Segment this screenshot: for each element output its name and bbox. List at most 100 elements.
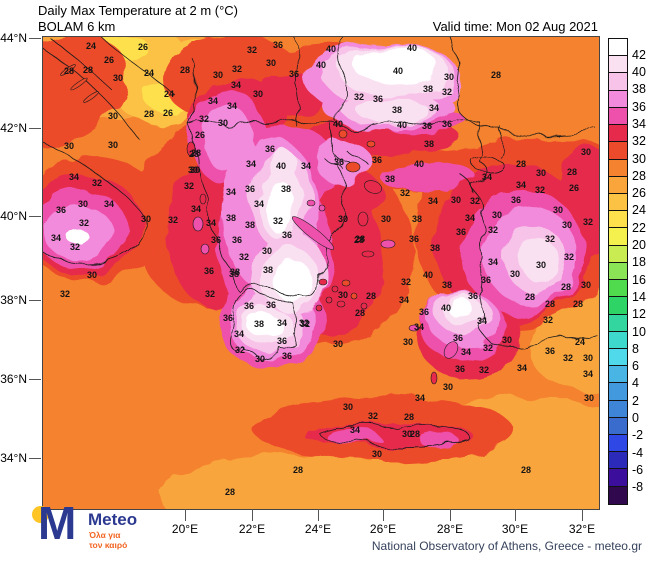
- contour-label: 34: [254, 199, 264, 209]
- contour-label: 30: [492, 210, 502, 220]
- contour-label: 40: [397, 120, 407, 130]
- contour-label: 28: [410, 429, 420, 439]
- contour-label: 34: [206, 218, 216, 228]
- contour-label: 30: [338, 290, 348, 300]
- contour-label: 30: [262, 246, 272, 256]
- colorbar-tick-label: 4: [632, 376, 639, 391]
- colorbar-cell: [608, 227, 628, 247]
- contour-label: 38: [245, 220, 255, 230]
- contour-label: 36: [266, 300, 276, 310]
- colorbar-tick-label: 28: [632, 168, 646, 183]
- contour-label: 36: [56, 205, 66, 215]
- y-tick-label: 42°N: [0, 121, 27, 135]
- contour-label: 32: [483, 343, 493, 353]
- contour-label: 38: [423, 84, 433, 94]
- contour-label: 28: [225, 487, 235, 497]
- contour-label: 28: [189, 149, 199, 159]
- contour-label: 30: [64, 141, 74, 151]
- colorbar-tick-label: 10: [632, 324, 646, 339]
- contour-label: 30: [255, 354, 265, 364]
- meteo-logo: M Meteo Όλα για τον καιρό: [30, 497, 180, 562]
- contour-label: 36: [232, 235, 242, 245]
- colorbar-cell: [608, 175, 628, 195]
- contour-label: 32: [239, 252, 249, 262]
- colorbar-tick-label: 2: [632, 393, 639, 408]
- contour-label: 34: [461, 347, 471, 357]
- colorbar-cell: [608, 296, 628, 316]
- x-axis-tick: [514, 509, 516, 521]
- logo-tagline-2: τον καιρό: [89, 540, 128, 550]
- contour-label: 34: [477, 316, 487, 326]
- contour-label: 32: [79, 218, 89, 228]
- colorbar-cell: [608, 468, 628, 488]
- colorbar-cell: [608, 210, 628, 230]
- x-tick-label: 32°E: [568, 522, 596, 536]
- colorbar-cell: [608, 416, 628, 437]
- x-axis-tick: [184, 509, 186, 521]
- colorbar-tick-label: -6: [632, 462, 644, 477]
- contour-label: 30: [444, 72, 454, 82]
- x-axis-tick: [382, 509, 384, 521]
- contour-label: 30: [141, 214, 151, 224]
- contour-label: 32: [479, 365, 489, 375]
- contour-label: 30: [583, 353, 593, 363]
- colorbar-cell: [608, 37, 628, 58]
- contour-label: 34: [415, 393, 425, 403]
- contour-label: 36: [223, 313, 233, 323]
- contour-label: 40: [316, 60, 326, 70]
- contour-label: 40: [333, 119, 343, 129]
- contour-label: 32: [199, 114, 209, 124]
- contour-label: 30: [338, 214, 348, 224]
- contour-label: 32: [299, 318, 309, 328]
- colorbar-cell: [608, 106, 628, 127]
- contour-label: 34: [208, 96, 218, 106]
- contour-label: 28: [83, 65, 93, 75]
- contour-label: 40: [414, 159, 424, 169]
- colorbar-cell: [608, 55, 628, 75]
- x-axis-tick: [251, 509, 253, 521]
- contour-label: 34: [414, 322, 424, 332]
- contour-label: 36: [289, 69, 299, 79]
- contour-label: 34: [482, 172, 492, 182]
- y-axis-tick: [29, 127, 41, 129]
- colorbar-tick-label: -8: [632, 480, 644, 495]
- y-tick-label: 34°N: [0, 451, 27, 465]
- contour-label: 32: [368, 411, 378, 421]
- contour-label: 32: [92, 178, 102, 188]
- contour-label: 30: [510, 269, 520, 279]
- contour-label: 34: [104, 199, 114, 209]
- colorbar-tick-label: -4: [632, 445, 644, 460]
- x-axis-tick: [317, 509, 319, 521]
- temperature-map: 24 26 26 28 28 30 24 28 30 32 32 36 30 36 40 34 24 34 34 30…: [0, 12, 650, 541]
- chart-title: Daily Max Temperature at 2 m (°C): [38, 3, 239, 18]
- colorbar-tick-label: 24: [632, 203, 646, 218]
- colorbar-tick-label: 42: [632, 47, 646, 62]
- contour-label: 38: [229, 269, 239, 279]
- x-tick-label: 30°E: [501, 522, 529, 536]
- contour-label: 30: [218, 118, 228, 128]
- x-axis-tick: [449, 509, 451, 521]
- contour-label: 30: [536, 168, 546, 178]
- contour-label: 32: [563, 353, 573, 363]
- contour-label: 32: [70, 242, 80, 252]
- contour-label: 26: [104, 55, 114, 65]
- contour-label: 36: [442, 119, 452, 129]
- contour-label: 30: [581, 280, 591, 290]
- contour-label: 24: [164, 89, 174, 99]
- y-tick-label: 40°N: [0, 209, 27, 223]
- contour-label: 38: [442, 280, 452, 290]
- y-tick-label: 44°N: [0, 31, 27, 45]
- model-label: BOLAM 6 km: [38, 19, 116, 34]
- contour-label: 30: [343, 402, 353, 412]
- colorbar-cell: [608, 382, 628, 402]
- contour-label: 40: [276, 161, 286, 171]
- contour-label: 36: [265, 144, 275, 154]
- colorbar-tick-label: 6: [632, 359, 639, 374]
- colorbar-cell: [608, 158, 628, 178]
- contour-label: 32: [205, 289, 215, 299]
- contour-label: 28: [64, 66, 74, 76]
- contour-label: 28: [293, 465, 303, 475]
- attribution: National Observatory of Athens, Greece -…: [371, 539, 642, 553]
- colorbar-tick-label: 18: [632, 255, 646, 270]
- contour-label: 28: [404, 412, 414, 422]
